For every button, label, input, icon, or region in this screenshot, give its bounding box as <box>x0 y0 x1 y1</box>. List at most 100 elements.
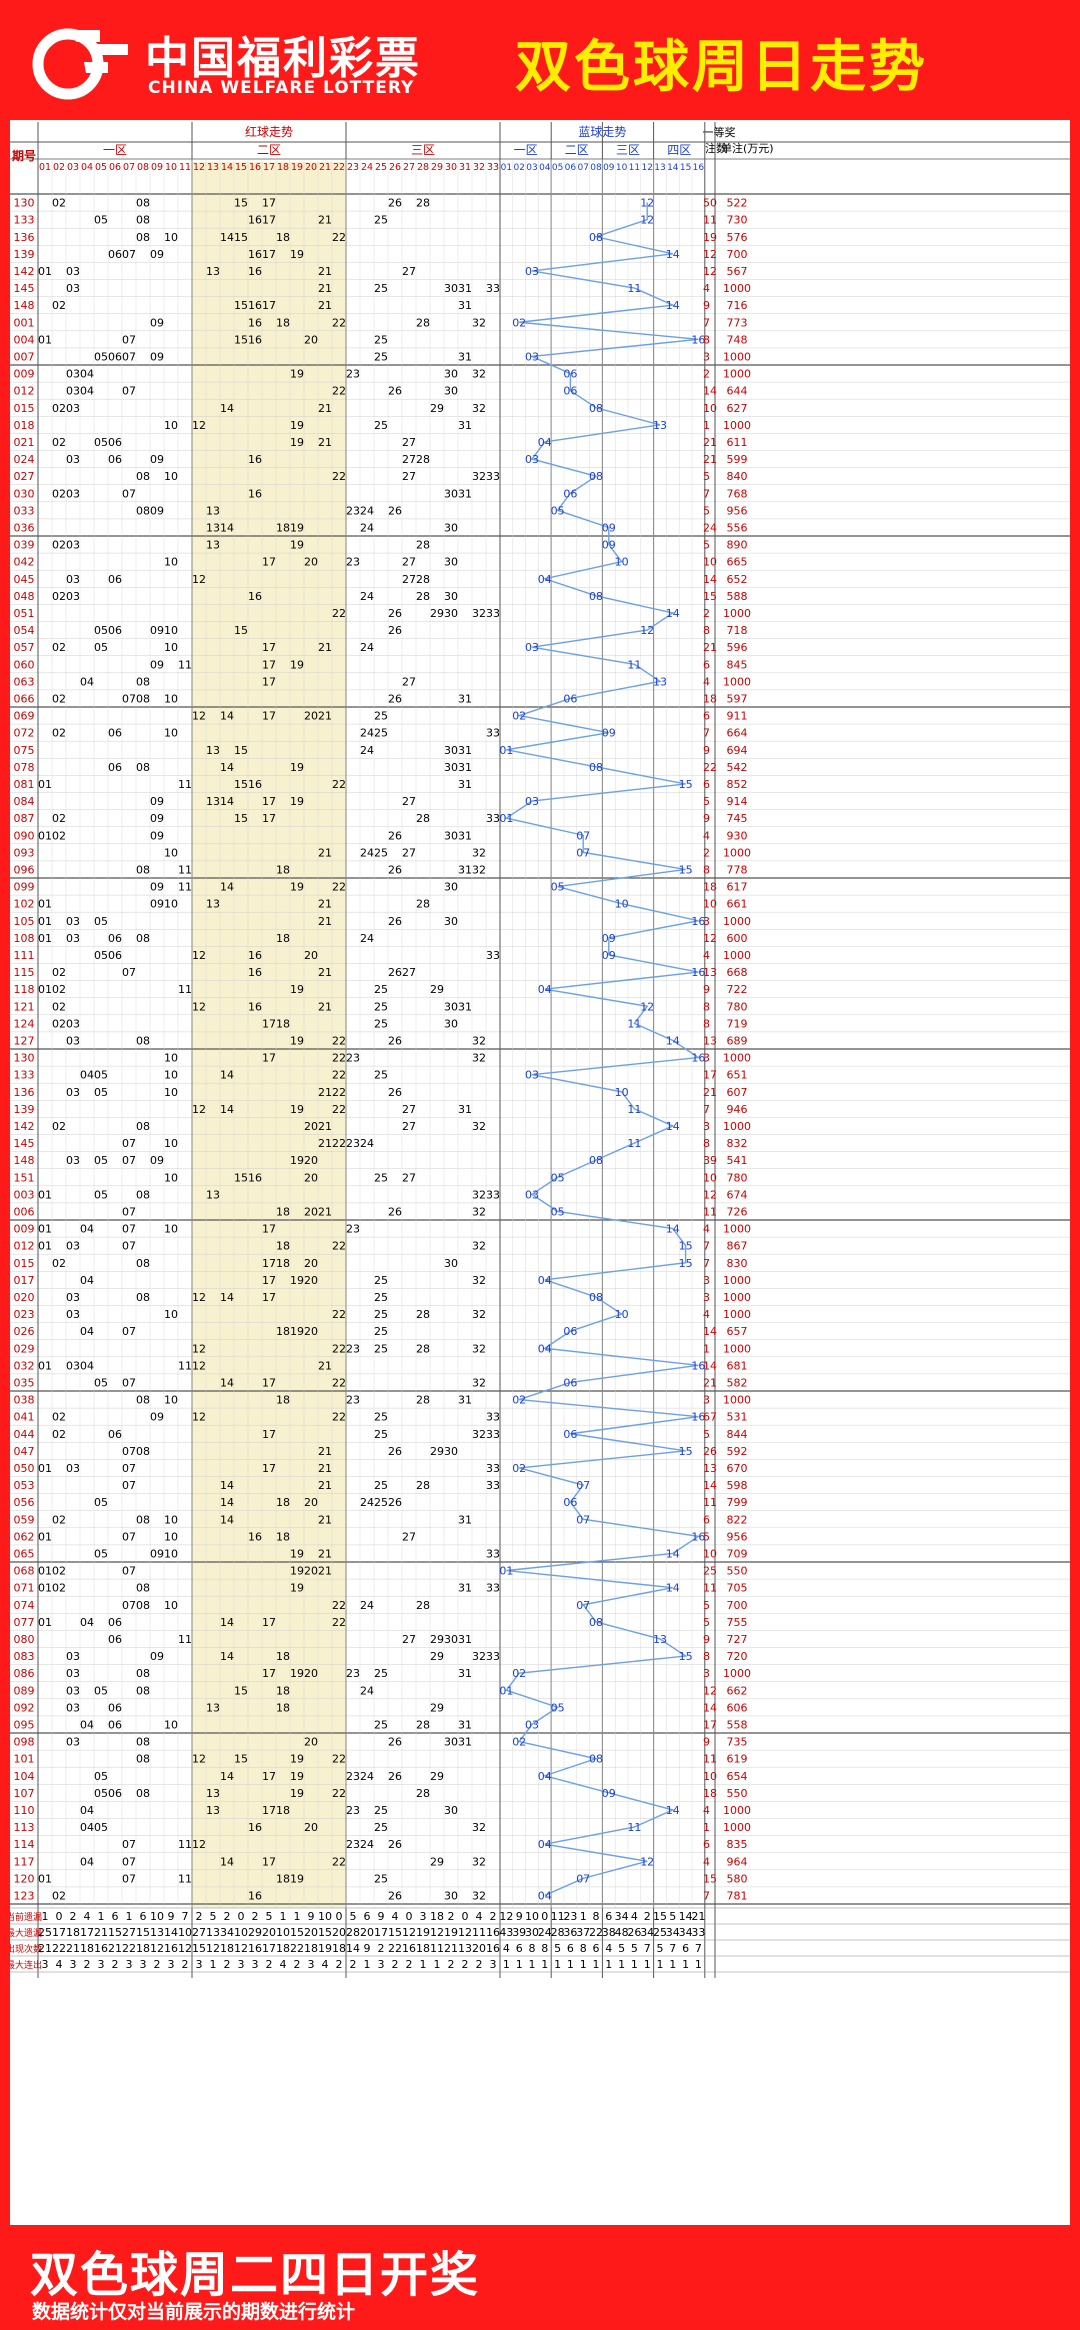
prize-count: 7 <box>703 1240 710 1253</box>
stats-blue-value: 8 <box>593 1910 600 1923</box>
stats-red-value: 4 <box>322 1958 329 1971</box>
prize-amount: 596 <box>727 641 748 654</box>
red-ball-number: 01 <box>38 829 52 842</box>
blue-ball-number: 11 <box>627 1821 641 1834</box>
stats-red-value: 2 <box>490 1910 497 1923</box>
red-ball-number: 31 <box>458 487 472 500</box>
blue-ball-number: 03 <box>525 1718 539 1731</box>
prize-amount: 644 <box>727 385 748 398</box>
red-ball-number: 02 <box>52 436 66 449</box>
prize-amount: 719 <box>727 1017 748 1030</box>
red-ball-number: 10 <box>164 1547 178 1560</box>
prize-amount: 1000 <box>723 1274 751 1287</box>
issue-number: 133 <box>14 214 35 227</box>
prize-amount: 1000 <box>723 1804 751 1817</box>
red-ball-number: 09 <box>150 1547 164 1560</box>
red-ball-number: 01 <box>38 265 52 278</box>
stats-red-value: 4 <box>84 1910 91 1923</box>
red-ball-number: 29 <box>430 607 444 620</box>
issue-number: 012 <box>14 1240 35 1253</box>
red-ball-number: 02 <box>52 1513 66 1526</box>
red-ball-number: 05 <box>94 1086 108 1099</box>
red-ball-number: 14 <box>220 1650 234 1663</box>
red-ball-number: 31 <box>458 350 472 363</box>
red-ball-number: 16 <box>248 265 262 278</box>
issue-number: 087 <box>14 812 35 825</box>
stats-red-value: 12 <box>150 1942 164 1955</box>
blue-ball-number: 09 <box>602 539 616 552</box>
red-ball-number: 13 <box>206 265 220 278</box>
prize-count: 10 <box>703 402 717 415</box>
red-number-label: 29 <box>431 162 443 173</box>
blue-ball-number: 02 <box>512 710 526 723</box>
red-ball-number: 11 <box>178 1872 192 1885</box>
red-ball-number: 19 <box>290 1872 304 1885</box>
stats-red-value: 9 <box>378 1910 385 1923</box>
red-ball-number: 25 <box>374 1804 388 1817</box>
blue-ball-number: 07 <box>576 1599 590 1612</box>
red-ball-number: 06 <box>108 624 122 637</box>
red-ball-number: 32 <box>472 470 486 483</box>
prize-count: 21 <box>703 1086 717 1099</box>
stats-red-value: 2 <box>406 1958 413 1971</box>
red-ball-number: 17 <box>262 1291 276 1304</box>
red-ball-number: 05 <box>94 1547 108 1560</box>
issue-number: 098 <box>14 1736 35 1749</box>
stats-red-value: 19 <box>318 1942 332 1955</box>
red-ball-number: 22 <box>332 1753 346 1766</box>
red-ball-number: 16 <box>248 299 262 312</box>
red-ball-number: 31 <box>458 419 472 432</box>
stats-red-value: 18 <box>332 1942 346 1955</box>
red-ball-number: 14 <box>220 1479 234 1492</box>
red-ball-number: 01 <box>38 898 52 911</box>
red-ball-number: 10 <box>164 231 178 244</box>
red-ball-number: 10 <box>164 556 178 569</box>
blue-ball-number: 12 <box>640 214 654 227</box>
prize-amount: 1000 <box>723 350 751 363</box>
prize-count: 3 <box>703 1052 710 1065</box>
stats-blue-value: 1 <box>580 1910 587 1923</box>
red-ball-number: 17 <box>262 1376 276 1389</box>
issue-number: 007 <box>14 350 35 363</box>
red-ball-number: 28 <box>416 573 430 586</box>
red-ball-number: 30 <box>444 521 458 534</box>
red-ball-number: 30 <box>444 761 458 774</box>
blue-ball-number: 11 <box>627 282 641 295</box>
issue-number: 077 <box>14 1616 35 1629</box>
stats-red-value: 17 <box>374 1926 388 1939</box>
prize-count: 21 <box>703 1376 717 1389</box>
red-ball-number: 21 <box>318 641 332 654</box>
blue-ball-number: 01 <box>499 744 513 757</box>
stats-red-value: 12 <box>402 1926 416 1939</box>
issue-number: 041 <box>14 1411 35 1424</box>
issue-number: 127 <box>14 1034 35 1047</box>
red-ball-number: 21 <box>318 966 332 979</box>
issue-number: 003 <box>14 1188 35 1201</box>
red-ball-number: 21 <box>318 1205 332 1218</box>
blue-number-label: 03 <box>526 163 537 173</box>
red-ball-number: 25 <box>374 1308 388 1321</box>
red-ball-number: 13 <box>206 539 220 552</box>
red-ball-number: 06 <box>108 1633 122 1646</box>
blue-ball-number: 02 <box>512 1736 526 1749</box>
stats-red-value: 22 <box>388 1942 402 1955</box>
stats-red-value: 20 <box>262 1926 276 1939</box>
issue-number: 033 <box>14 504 35 517</box>
red-ball-number: 06 <box>108 932 122 945</box>
red-ball-number: 19 <box>290 983 304 996</box>
red-ball-number: 20 <box>304 1667 318 1680</box>
issue-number: 024 <box>14 453 35 466</box>
issue-number: 060 <box>14 658 35 671</box>
red-ball-number: 22 <box>332 1240 346 1253</box>
prize-amount: 664 <box>727 727 748 740</box>
red-ball-number: 20 <box>304 1154 318 1167</box>
issue-number: 130 <box>14 197 35 210</box>
red-ball-number: 33 <box>486 1188 500 1201</box>
red-ball-number: 06 <box>108 573 122 586</box>
red-ball-number: 08 <box>136 197 150 210</box>
prize-count: 9 <box>703 744 710 757</box>
red-ball-number: 07 <box>122 1137 136 1150</box>
red-ball-number: 12 <box>192 1359 206 1372</box>
red-ball-number: 22 <box>332 316 346 329</box>
red-ball-number: 23 <box>346 1342 360 1355</box>
